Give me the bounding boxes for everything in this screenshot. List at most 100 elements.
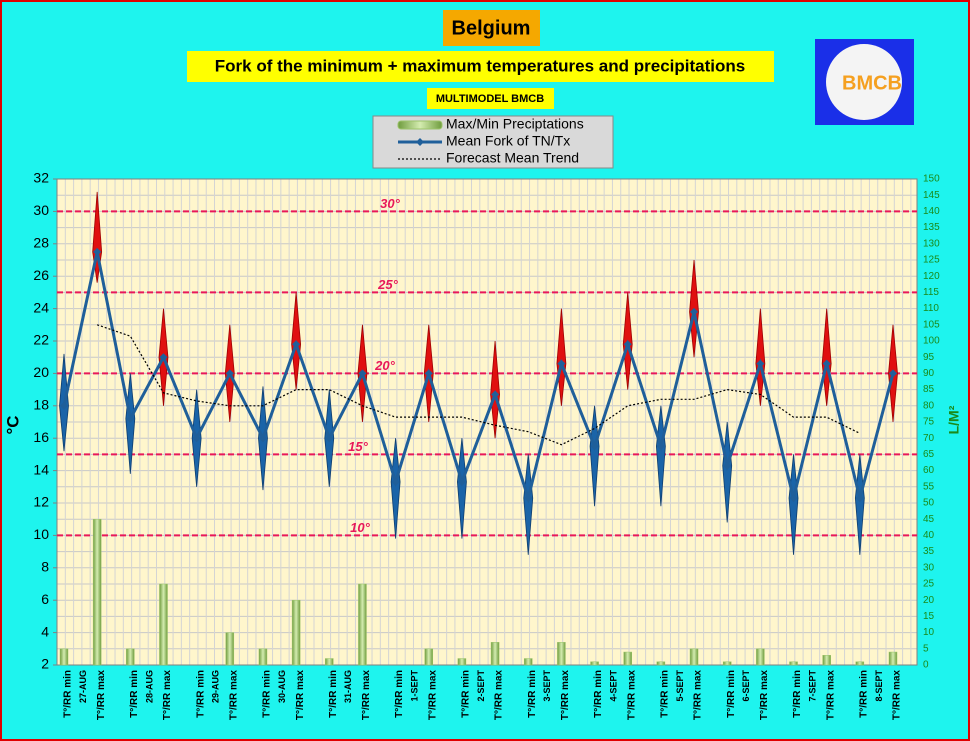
reference-label: 15°	[348, 439, 368, 454]
y-tick-label: 24	[33, 299, 49, 315]
mean-marker	[690, 307, 699, 316]
y2-tick-label: 95	[923, 352, 935, 363]
legend-swatch	[397, 120, 443, 130]
mean-marker	[159, 353, 168, 362]
y2-tick-label: 60	[923, 465, 935, 476]
logo-circle	[826, 44, 902, 120]
y2-tick-label: 120	[923, 271, 940, 282]
precip-bar	[623, 651, 632, 666]
x-tick-label: T°/RR min	[328, 670, 339, 718]
trend-line	[96, 324, 861, 446]
date-label: 7-SEPT	[807, 670, 817, 702]
y2-tick-label: 115	[923, 287, 939, 298]
source: MULTIMODEL BMCB	[436, 93, 544, 105]
date-label: 29-AUG	[211, 670, 221, 703]
y2-tick-label: 140	[923, 206, 940, 217]
legend-label: Max/Min Preciptations	[446, 116, 584, 132]
mean-marker	[60, 401, 68, 410]
fork	[490, 340, 500, 439]
x-tick-label: T°/RR min	[792, 670, 803, 718]
date-label: 27-AUG	[78, 670, 88, 703]
date-label: 6-SEPT	[741, 670, 751, 702]
precip-bar	[822, 655, 831, 666]
y-tick-label: 28	[33, 235, 49, 251]
mean-marker	[656, 442, 665, 451]
y2-tick-label: 20	[923, 595, 935, 606]
title-box	[443, 10, 540, 46]
precip-bar	[855, 661, 865, 666]
mean-marker	[457, 477, 466, 486]
y-tick-label: 18	[33, 397, 49, 413]
mean-marker	[225, 369, 234, 378]
y-tick-label: 22	[33, 332, 49, 348]
mean-marker	[623, 340, 632, 349]
y2-tick-label: 85	[923, 384, 935, 395]
x-tick-label: T°/RR max	[427, 670, 438, 721]
source-box	[427, 88, 554, 109]
mean-marker	[93, 247, 102, 256]
x-tick-label: T°/RR min	[858, 670, 869, 718]
y2-tick-label: 135	[923, 222, 940, 233]
x-tick-label: T°/RR max	[494, 670, 505, 721]
reference-label: 10°	[350, 520, 370, 535]
y2-tick-label: 130	[923, 238, 940, 249]
y-tick-label: 16	[33, 429, 49, 445]
y2-tick-label: 40	[923, 530, 935, 541]
precip-bar	[225, 632, 235, 666]
y-tick-label: 4	[41, 623, 49, 639]
y-tick-label: 6	[41, 591, 49, 607]
precip-bar	[590, 661, 599, 666]
y-axis-title: °C	[3, 415, 22, 434]
precip-bar	[656, 661, 666, 666]
mean-marker	[358, 369, 367, 378]
legend-label: Forecast Mean Trend	[446, 150, 579, 166]
x-tick-label: T°/RR max	[96, 670, 107, 721]
y2-tick-label: 50	[923, 498, 935, 509]
precip-bar	[325, 658, 334, 666]
x-tick-label: T°/RR min	[527, 670, 538, 718]
x-tick-label: T°/RR min	[593, 670, 604, 718]
y2-tick-label: 0	[923, 660, 929, 671]
y2-tick-label: 15	[923, 611, 935, 622]
precip-bar	[789, 661, 798, 666]
mean-marker	[889, 369, 897, 378]
precip-bar	[689, 648, 699, 666]
x-tick-label: T°/RR min	[262, 670, 273, 718]
x-tick-label: T°/RR min	[195, 670, 206, 718]
mean-line	[62, 251, 895, 504]
y-tick-label: 30	[33, 202, 49, 218]
x-tick-label: T°/RR max	[228, 670, 239, 721]
precip-bar	[457, 658, 467, 666]
x-tick-label: T°/RR max	[162, 670, 173, 721]
mean-marker	[424, 369, 433, 378]
x-tick-label: T°/RR min	[63, 670, 74, 718]
y2-tick-label: 70	[923, 433, 935, 444]
fork	[755, 308, 766, 406]
precip-bar	[258, 648, 268, 666]
y-tick-label: 14	[33, 461, 49, 477]
y2-axis-title: L/M²	[946, 405, 962, 434]
mean-marker	[292, 340, 301, 349]
plot-border	[56, 178, 918, 666]
date-label: 30-AUG	[277, 670, 287, 703]
y2-tick-label: 100	[923, 336, 940, 347]
date-label: 1-SEPT	[410, 670, 420, 702]
precip-bar	[59, 648, 69, 666]
reference-label: 20°	[374, 358, 395, 373]
y2-tick-label: 55	[923, 481, 935, 492]
y2-tick-label: 90	[923, 368, 935, 379]
y2-tick-label: 80	[923, 400, 935, 411]
y2-tick-label: 30	[923, 562, 935, 573]
legend-label: Mean Fork of TN/Tx	[446, 133, 570, 149]
y2-tick-label: 75	[923, 417, 935, 428]
x-tick-label: T°/RR min	[660, 670, 671, 718]
y-tick-label: 26	[33, 267, 49, 283]
reference-label: 30°	[380, 196, 400, 211]
date-label: 5-SEPT	[675, 670, 685, 702]
date-label: 4-SEPT	[609, 670, 619, 702]
date-label: 8-SEPT	[874, 670, 884, 702]
y2-tick-label: 125	[923, 255, 940, 266]
x-tick-label: T°/RR max	[759, 670, 770, 721]
